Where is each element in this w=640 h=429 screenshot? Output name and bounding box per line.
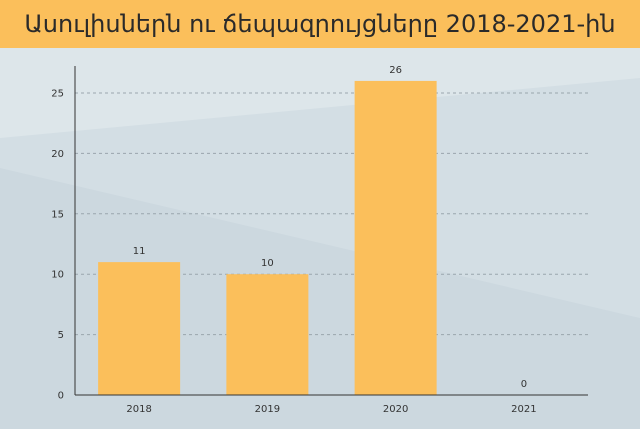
background-shape (0, 168, 640, 429)
y-tick-label: 25 (51, 89, 64, 100)
bar (98, 262, 181, 395)
background-shape (0, 48, 640, 138)
labels: 0 5 10 15 20 25 11 2018 10 2019 26 2020 0 2021 (51, 65, 536, 415)
data-label: 0 (521, 379, 527, 390)
title-bar: Ասուլիսներն ու ճեպազրույցները 2018-2021-… (0, 0, 640, 48)
chart-title: Ասուլիսներն ու ճեպազրույցները 2018-2021-… (24, 10, 616, 38)
y-tick-label: 10 (51, 270, 64, 281)
chart-area: 0 5 10 15 20 25 11 2018 10 2019 26 2020 0 2021 (0, 48, 640, 429)
bar-chart: 0 5 10 15 20 25 11 2018 10 2019 26 2020 0 2021 (0, 48, 640, 429)
x-tick-label: 2018 (126, 404, 151, 415)
data-label: 11 (133, 246, 146, 257)
bar (354, 80, 437, 396)
data-label: 10 (261, 258, 274, 269)
data-label: 26 (389, 65, 402, 76)
x-tick-label: 2021 (511, 404, 536, 415)
x-tick-label: 2020 (383, 404, 408, 415)
background-shapes (0, 48, 640, 429)
y-tick-label: 20 (51, 149, 64, 160)
axes (74, 66, 588, 396)
x-tick-label: 2019 (255, 404, 280, 415)
y-tick-label: 5 (58, 330, 64, 341)
bars (98, 80, 437, 396)
y-tick-label: 0 (58, 391, 64, 402)
y-tick-label: 15 (51, 209, 64, 220)
bar (226, 274, 309, 395)
